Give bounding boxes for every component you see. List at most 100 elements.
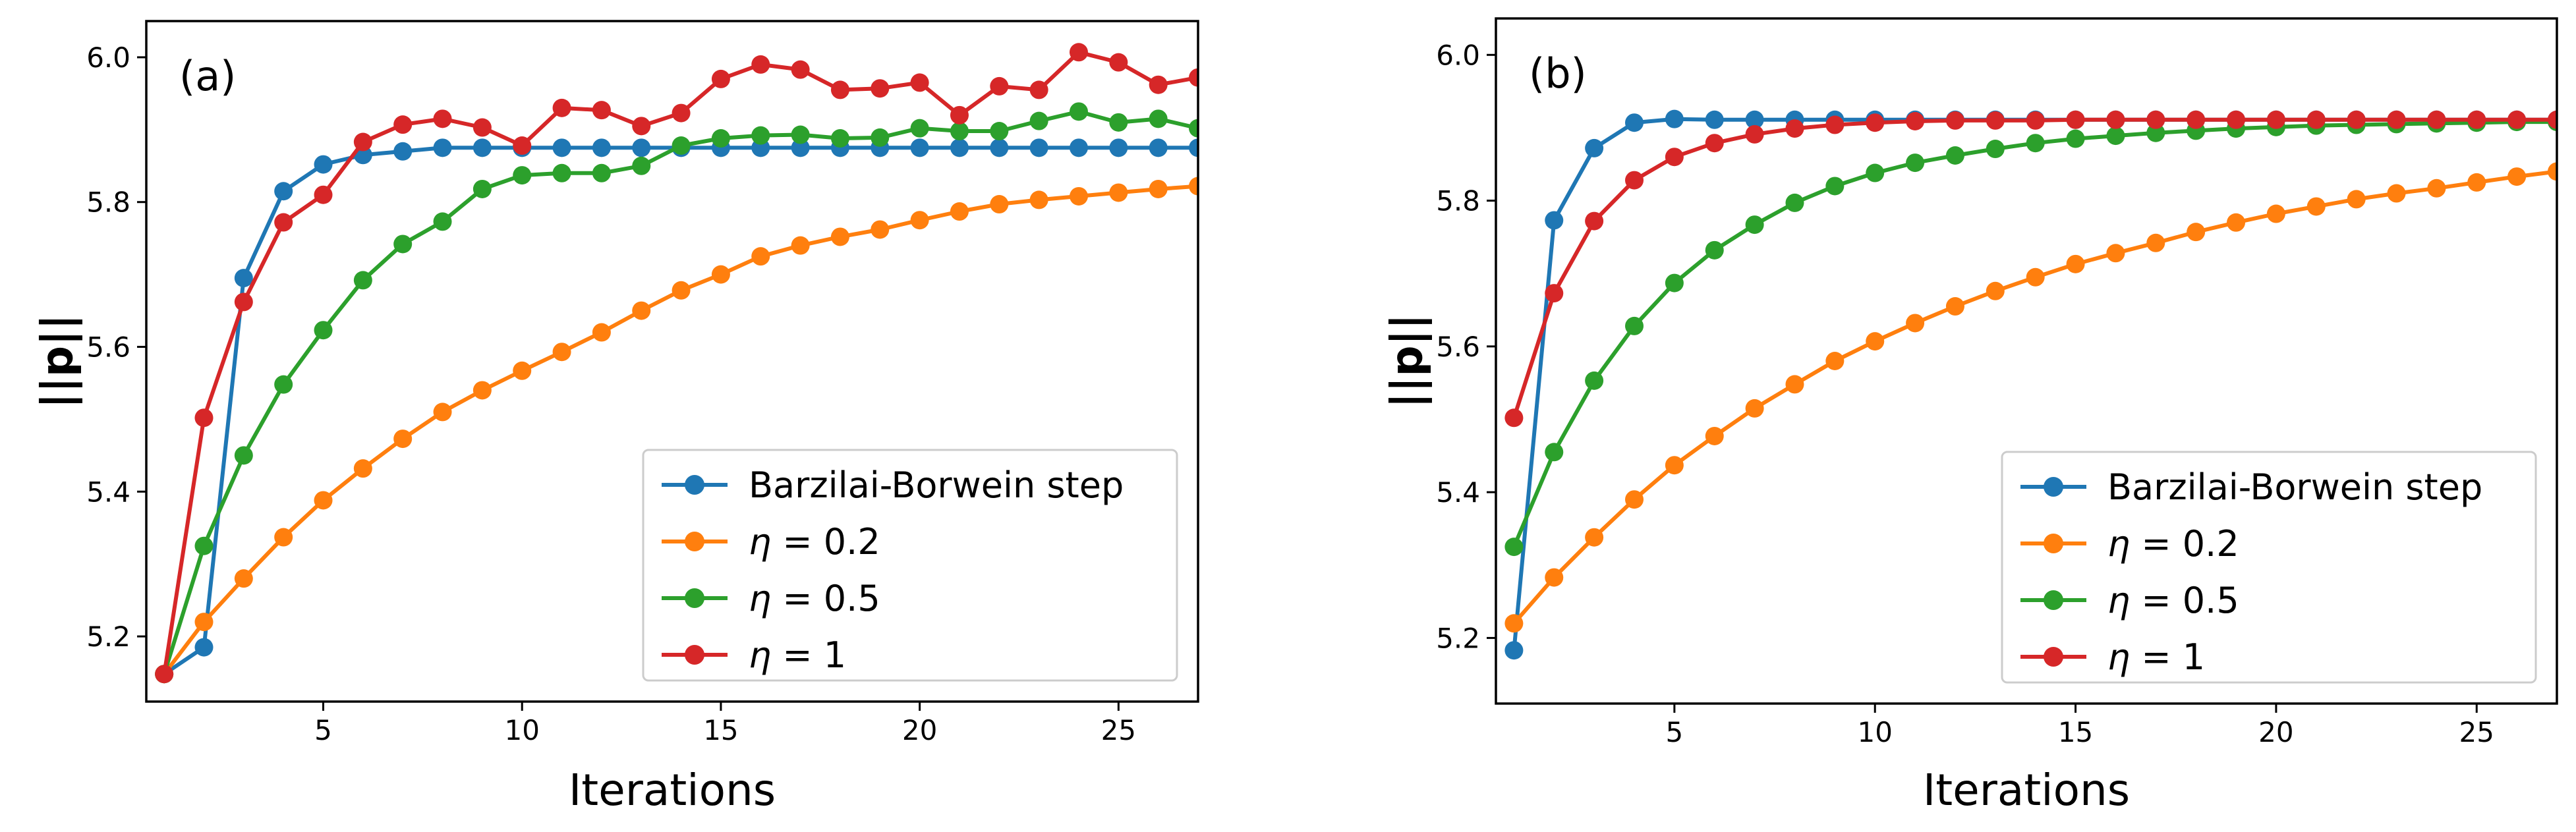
data-point — [2227, 213, 2246, 232]
x-tick-label: 25 — [2459, 716, 2494, 748]
data-point — [2146, 233, 2165, 252]
data-point — [950, 105, 969, 125]
data-point — [1545, 211, 1564, 230]
data-point — [1029, 111, 1048, 130]
x-tick-label: 20 — [902, 714, 937, 746]
data-point — [1785, 119, 1804, 138]
data-point — [672, 103, 691, 123]
data-point — [1705, 240, 1724, 260]
data-point — [1149, 179, 1168, 198]
data-point — [910, 73, 929, 92]
data-point — [472, 118, 492, 137]
data-point — [314, 155, 333, 174]
data-point — [393, 235, 413, 254]
data-point — [1986, 281, 2005, 300]
plot-area — [155, 43, 1198, 684]
data-point — [871, 128, 890, 147]
panel-label: (a) — [179, 52, 236, 100]
x-tick-label: 25 — [1101, 714, 1136, 746]
legend: Barzilai-Borwein step η = 0.2 η = 0.5 η = 1 — [642, 449, 1178, 682]
x-tick-label: 15 — [703, 714, 738, 746]
data-point — [1986, 140, 2005, 159]
plot-frame — [145, 20, 1199, 703]
y-axis-title: ||p|| — [1382, 314, 1433, 408]
data-point — [1189, 177, 1198, 196]
panel-b: 5 10 15 20 25 5.2 5.4 5.6 5.8 6.0 (b) Iterations ||p… — [1382, 17, 2558, 816]
data-point — [632, 138, 651, 157]
data-point — [194, 408, 214, 428]
data-point — [194, 638, 214, 657]
data-point — [2427, 179, 2446, 198]
data-point — [1189, 138, 1198, 157]
data-point — [513, 166, 532, 185]
data-point — [2548, 110, 2557, 129]
data-point — [1109, 53, 1128, 72]
data-point — [1825, 115, 1845, 134]
data-point — [2026, 134, 2045, 153]
data-point — [314, 491, 333, 510]
data-point — [472, 179, 492, 198]
x-tick-label: 5 — [1666, 716, 1684, 748]
y-tick-label: 6.0 — [86, 42, 130, 74]
data-point — [910, 138, 929, 157]
data-point — [234, 292, 253, 312]
data-point — [274, 182, 293, 201]
data-point — [711, 69, 730, 88]
data-point — [155, 665, 174, 684]
data-point — [2347, 190, 2366, 209]
x-axis-title: Iterations — [1923, 765, 2130, 816]
legend-swatch-marker — [685, 588, 704, 608]
data-point — [871, 79, 890, 98]
data-point — [433, 138, 452, 157]
data-point — [2507, 167, 2527, 186]
data-point — [353, 459, 372, 478]
data-point — [2227, 110, 2246, 129]
data-point — [830, 80, 849, 99]
data-point — [1785, 193, 1804, 212]
panel-label: (b) — [1529, 49, 1587, 97]
x-tick-label: 15 — [2058, 716, 2093, 748]
data-point — [1825, 352, 1845, 370]
panel-a: 5 10 15 20 25 5.2 5.4 5.6 5.8 6.0 (a) Iterations ||p… — [32, 20, 1199, 816]
legend-entry-label: η = 1 — [2107, 636, 2205, 678]
data-point — [2146, 123, 2165, 142]
data-point — [711, 265, 730, 284]
data-point — [2187, 110, 2206, 129]
data-point — [2306, 197, 2326, 216]
data-point — [711, 129, 730, 148]
data-point — [1825, 177, 1845, 196]
data-point — [1665, 109, 1684, 128]
data-point — [1109, 183, 1128, 202]
data-point — [472, 138, 492, 157]
y-tick-label: 5.6 — [1436, 331, 1480, 363]
data-point — [791, 236, 810, 255]
legend: Barzilai-Borwein step η = 0.2 η = 0.5 η = 1 — [2001, 451, 2537, 684]
data-point — [2387, 110, 2406, 129]
data-point — [2026, 111, 2045, 130]
data-point — [1945, 111, 1964, 130]
legend-swatch-marker — [2044, 534, 2063, 553]
data-point — [1585, 371, 1604, 390]
plot-area — [1504, 109, 2557, 660]
data-point — [2066, 110, 2085, 129]
data-point — [1029, 190, 1048, 209]
data-point — [592, 163, 611, 182]
data-point — [950, 138, 969, 157]
y-tick-label: 5.2 — [1436, 622, 1480, 654]
data-point — [2467, 110, 2486, 129]
data-point — [1625, 113, 1644, 132]
y-tick-label: 5.4 — [1436, 476, 1480, 509]
data-point — [990, 195, 1009, 214]
data-point — [592, 101, 611, 120]
data-point — [990, 76, 1009, 96]
y-tick-label: 5.8 — [1436, 185, 1480, 217]
data-point — [234, 269, 253, 288]
data-point — [1785, 375, 1804, 394]
plot-frame — [1495, 17, 2558, 705]
legend-entry-label: Barzilai-Borwein step — [2107, 466, 2482, 508]
data-point — [2427, 110, 2446, 129]
data-point — [751, 247, 770, 266]
data-point — [1149, 138, 1168, 157]
data-point — [1109, 113, 1128, 132]
legend-swatch-marker — [2044, 477, 2063, 497]
